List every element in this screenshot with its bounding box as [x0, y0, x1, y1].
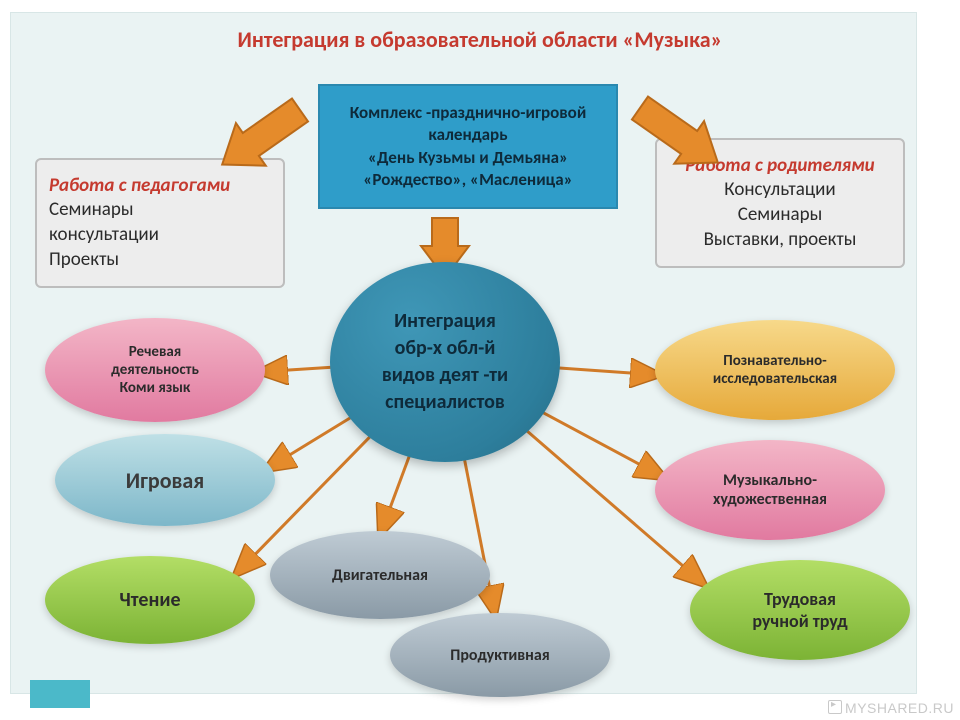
bubble-motor: Двигательная — [270, 531, 490, 619]
central-line4: специалистов — [382, 389, 508, 416]
central-line1: Интеграция — [382, 308, 508, 335]
bg-panel-accent — [30, 680, 90, 708]
central-line2: обр-х обл-й — [382, 335, 508, 362]
top-box-line1: Комплекс -празднично-игровой — [350, 102, 587, 124]
watermark-text: MYSHARED.RU — [845, 700, 954, 716]
right-box-line1: Консультации — [724, 178, 835, 203]
central-line3: видов деят -ти — [382, 362, 508, 389]
bubble-play: Игровая — [55, 434, 275, 526]
right-box-line2: Семинары — [738, 203, 823, 228]
left-box-line3: Проекты — [49, 248, 119, 273]
bubble-labor: Трудовая ручной труд — [690, 560, 910, 660]
bubble-speech: Речевая деятельность Коми язык — [45, 318, 265, 422]
left-box-header: Работа с педагогами — [49, 174, 230, 199]
right-box-line3: Выставки, проекты — [704, 228, 857, 253]
bubble-productive: Продуктивная — [390, 613, 610, 697]
left-box-line1: Семинары — [49, 198, 134, 223]
top-box-line4: «Рождество», «Масленица» — [363, 169, 573, 191]
top-box-line2: календарь — [428, 124, 507, 146]
watermark: ▸ MYSHARED.RU — [828, 699, 954, 716]
right-parents-box: Работа с родителями Консультации Семинар… — [655, 138, 905, 268]
diagram-canvas: Интеграция в образовательной области «Му… — [0, 0, 960, 720]
bubble-music-art: Музыкально- художественная — [655, 440, 885, 540]
bubble-research: Познавательно- исследовательская — [655, 320, 895, 420]
diagram-title: Интеграция в образовательной области «Му… — [100, 26, 860, 53]
left-pedagogues-box: Работа с педагогами Семинары консультаци… — [35, 158, 285, 288]
central-node: Интеграция обр-х обл-й видов деят -ти сп… — [330, 262, 560, 462]
left-box-line2: консультации — [49, 223, 159, 248]
bubble-reading: Чтение — [45, 556, 255, 644]
top-box-line3: «День Кузьмы и Демьяна» — [368, 147, 568, 169]
right-box-header: Работа с родителями — [685, 154, 874, 179]
top-complex-box: Комплекс -празднично-игровой календарь «… — [318, 84, 618, 209]
